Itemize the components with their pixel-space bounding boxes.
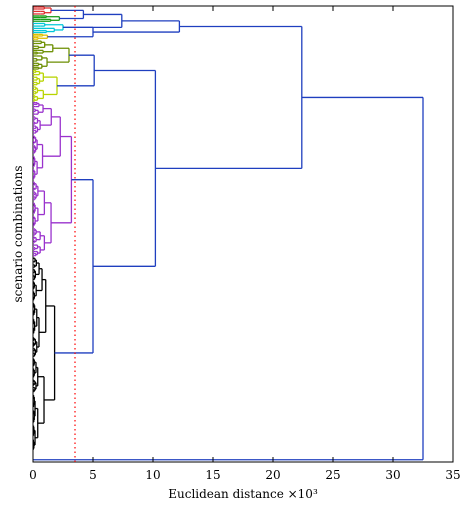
x-tick-label: 20 [265, 468, 280, 482]
x-tick-label: 5 [89, 468, 97, 482]
x-tick-label: 10 [145, 468, 160, 482]
x-tick-label: 30 [385, 468, 400, 482]
plot-frame [32, 5, 454, 463]
dendrogram-links [32, 6, 424, 461]
y-axis-title: scenario combinations [11, 166, 25, 303]
x-tick-label: 25 [325, 468, 340, 482]
x-axis: 0 5 10 15 20 25 30 35 [29, 6, 461, 482]
x-tick-label: 15 [205, 468, 220, 482]
x-axis-title: Euclidean distance ×10³ [168, 487, 318, 501]
x-tick-label: 35 [445, 468, 460, 482]
x-tick-label: 0 [29, 468, 37, 482]
